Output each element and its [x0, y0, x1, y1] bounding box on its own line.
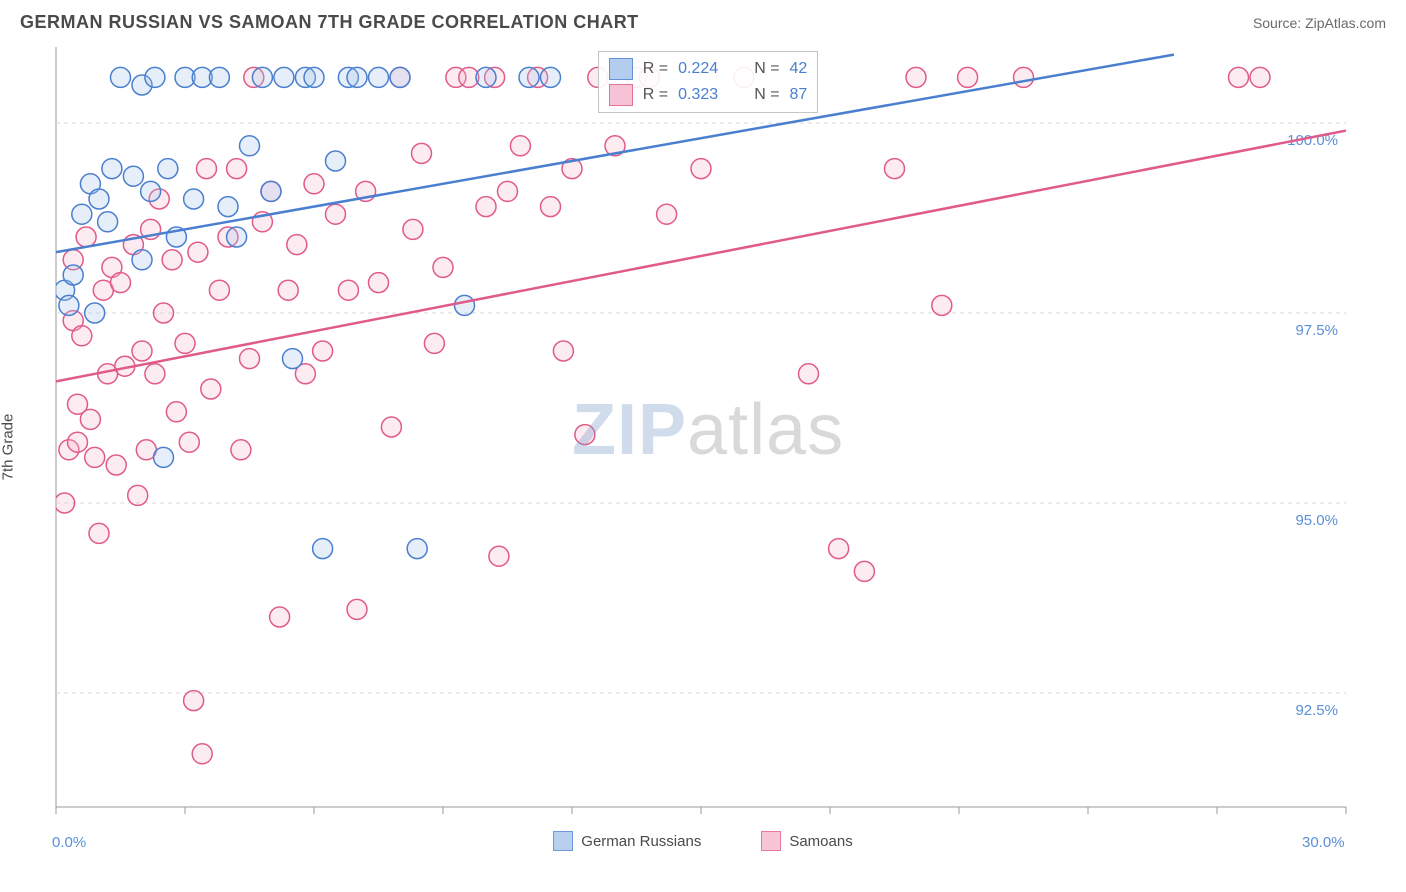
legend-label-2: Samoans — [789, 833, 852, 850]
legend-label-1: German Russians — [581, 833, 701, 850]
stats-swatch — [609, 58, 633, 80]
stats-swatch — [609, 84, 633, 106]
stats-n-value: 87 — [790, 82, 808, 108]
scatter-plot-svg: 92.5%95.0%97.5%100.0% — [0, 37, 1406, 857]
y-axis-label: 7th Grade — [0, 414, 17, 481]
stats-row: R = 0.224 N = 42 — [609, 56, 808, 82]
stats-legend-box: R = 0.224 N = 42 R = 0.323 N = 87 — [598, 51, 819, 113]
svg-text:97.5%: 97.5% — [1295, 322, 1338, 339]
svg-text:92.5%: 92.5% — [1295, 702, 1338, 719]
chart-title: GERMAN RUSSIAN VS SAMOAN 7TH GRADE CORRE… — [20, 12, 639, 33]
legend-swatch-2 — [761, 831, 781, 851]
stats-r-label: R = — [643, 56, 668, 82]
stats-r-value: 0.224 — [678, 56, 718, 82]
stats-n-label: N = — [754, 56, 779, 82]
bottom-legend: German Russians Samoans — [0, 831, 1406, 857]
legend-item-samoans: Samoans — [761, 831, 852, 851]
stats-row: R = 0.323 N = 87 — [609, 82, 808, 108]
stats-n-value: 42 — [790, 56, 808, 82]
legend-swatch-1 — [553, 831, 573, 851]
legend-item-german-russians: German Russians — [553, 831, 701, 851]
stats-r-value: 0.323 — [678, 82, 718, 108]
stats-r-label: R = — [643, 82, 668, 108]
svg-text:95.0%: 95.0% — [1295, 512, 1338, 529]
source-label: Source: ZipAtlas.com — [1253, 15, 1386, 31]
stats-n-label: N = — [754, 82, 779, 108]
chart-area: 7th Grade 92.5%95.0%97.5%100.0% ZIPatlas… — [0, 37, 1406, 857]
